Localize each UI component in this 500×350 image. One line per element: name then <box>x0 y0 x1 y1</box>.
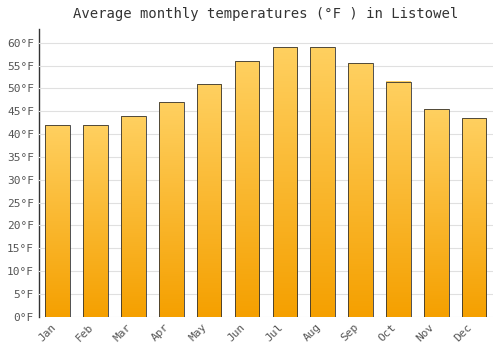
Bar <box>197 84 222 317</box>
Bar <box>159 102 184 317</box>
Bar <box>84 125 108 317</box>
Bar <box>46 125 70 317</box>
Bar <box>386 82 410 317</box>
Bar <box>310 47 335 317</box>
Bar <box>348 63 373 317</box>
Bar <box>121 116 146 317</box>
Title: Average monthly temperatures (°F ) in Listowel: Average monthly temperatures (°F ) in Li… <box>74 7 458 21</box>
Bar <box>424 109 448 317</box>
Bar <box>272 47 297 317</box>
Bar <box>234 61 260 317</box>
Bar <box>462 118 486 317</box>
